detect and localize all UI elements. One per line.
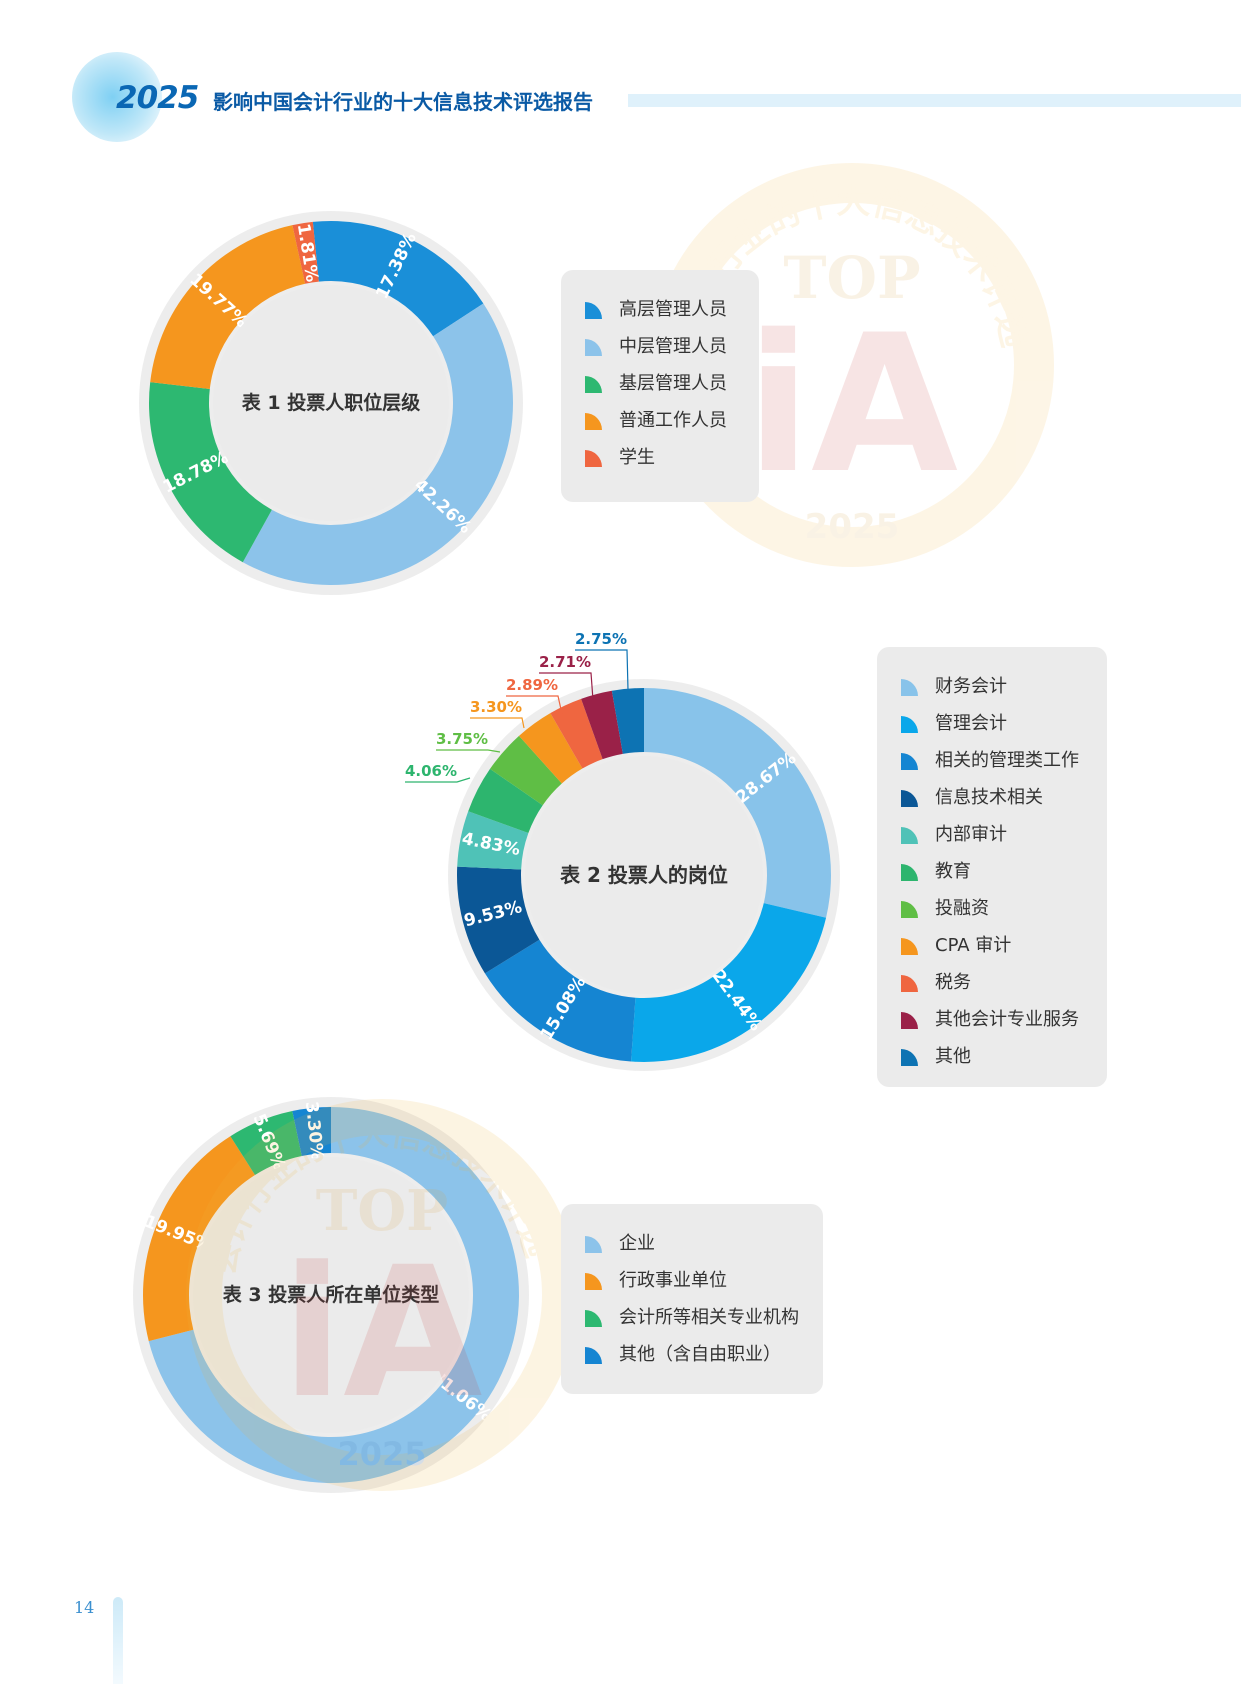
legend-label: 教育 <box>935 861 971 882</box>
legend-label: 税务 <box>935 972 971 993</box>
donut-slice-0-3 <box>150 225 306 390</box>
page-side-bar <box>113 1597 123 1684</box>
legend-label: 管理会计 <box>935 713 1007 734</box>
legend-label: 内部审计 <box>935 824 1007 845</box>
chart-title-0: 表 1 投票人职位层级 <box>242 391 420 414</box>
watermark-top-text: TOP <box>316 1178 449 1244</box>
legend-label: 其他 <box>935 1046 971 1067</box>
donut-center <box>213 285 449 521</box>
data-label-1-10: 2.75% <box>575 630 627 648</box>
legend-swatch <box>585 339 602 356</box>
legend-swatch <box>901 679 918 696</box>
donut-slice-0-0 <box>312 221 484 337</box>
header-logo-circle <box>72 52 162 142</box>
data-label-1-5: 4.06% <box>405 762 457 780</box>
watermark-main-text: iA <box>746 294 958 515</box>
donut-slice-1-3 <box>457 866 540 974</box>
legend-swatch <box>901 790 918 807</box>
callout-line-10 <box>575 649 629 691</box>
donut-chart-job-level: 17.38%42.26%18.78%19.77%1.81%表 1 投票人职位层级 <box>139 211 523 595</box>
donut-slice-1-9 <box>581 690 623 760</box>
legend-label: 信息技术相关 <box>935 787 1043 808</box>
donut-center <box>193 1157 469 1433</box>
legend-label: 行政事业单位 <box>619 1270 727 1291</box>
donut-slice-1-7 <box>519 713 583 784</box>
donut-slice-1-10 <box>611 688 644 754</box>
legend-label: 财务会计 <box>935 676 1007 697</box>
watermark-year-text: 2025 <box>337 1435 426 1473</box>
donut-chart-position: 28.67%22.44%15.08%9.53%4.83%4.06%3.75%3.… <box>405 630 840 1071</box>
legend-swatch <box>901 864 918 881</box>
chart-title-2: 表 3 投票人所在单位类型 <box>223 1283 439 1306</box>
callout-line-7 <box>470 717 525 729</box>
header-title: 影响中国会计行业的十大信息技术评选报告 <box>213 90 593 114</box>
callout-line-5 <box>405 777 471 783</box>
legend-label: 投融资 <box>935 898 989 919</box>
donut-center <box>525 756 763 994</box>
header-year: 2025 <box>116 80 199 116</box>
legend-label: 相关的管理类工作 <box>935 750 1079 771</box>
donut-slice-1-5 <box>468 768 543 834</box>
data-label-1-6: 3.75% <box>436 730 488 748</box>
legend-swatch <box>585 1347 602 1364</box>
legend-swatch <box>585 413 602 430</box>
donut-slice-1-8 <box>550 698 603 769</box>
donut-slice-1-6 <box>490 735 562 806</box>
callout-line-6 <box>436 749 501 753</box>
legend-swatch <box>585 1236 602 1253</box>
legend-label: CPA 审计 <box>935 935 1012 956</box>
legend-swatch <box>585 302 602 319</box>
page-number: 14 <box>74 1598 95 1617</box>
donut-slice-0-2 <box>149 382 272 563</box>
legend-swatch <box>585 1273 602 1290</box>
watermark-lower: 会计行业的十大信息技术评选 TOP iA 2025 <box>186 1099 578 1491</box>
legend-label: 中层管理人员 <box>619 336 727 357</box>
watermark-year-text: 2025 <box>805 507 900 547</box>
legend-organization-type: 企业行政事业单位会计所等相关专业机构 其他（含自由职业） <box>561 1204 823 1394</box>
callout-line-8 <box>506 695 563 715</box>
donut-slice-1-4 <box>457 811 529 870</box>
donut-slice-0-1 <box>242 303 514 585</box>
legend-swatch <box>901 975 918 992</box>
donut-slice-0-4 <box>292 221 319 284</box>
legend-label: 会计所等相关专业机构 <box>619 1307 799 1328</box>
header-line <box>628 94 1241 107</box>
legend-swatch <box>901 753 918 770</box>
legend-label: 其他（含自由职业） <box>619 1344 781 1365</box>
donut-slice-2-3 <box>292 1107 331 1157</box>
donut-slice-2-1 <box>143 1136 255 1342</box>
donut-chart-organization-type: 71.06%19.95%5.69% 3.30%表 3 投票人所在单位类型 <box>133 1097 529 1493</box>
legend-swatch <box>585 376 602 393</box>
donut-slice-1-1 <box>631 903 827 1062</box>
legend-position: 财务会计管理会计相关的管理类工作 信息技术相关 内部审计教育投融资 CPA 审计 税务其… <box>877 647 1107 1087</box>
donut-slice-1-0 <box>644 688 832 918</box>
legend-label: 学生 <box>619 447 655 468</box>
watermark-top-text: TOP <box>783 244 920 312</box>
watermark-main-text: iA <box>281 1229 482 1438</box>
data-label-1-8: 2.89% <box>506 676 558 694</box>
callout-line-9 <box>539 672 594 701</box>
donut-slice-2-2 <box>230 1111 302 1176</box>
legend-swatch <box>901 1049 918 1066</box>
watermark-ring <box>186 1099 578 1491</box>
legend-label: 普通工作人员 <box>619 410 727 431</box>
legend-label: 企业 <box>619 1233 655 1254</box>
data-label-1-7: 3.30% <box>470 698 522 716</box>
legend-label: 高层管理人员 <box>619 299 727 320</box>
legend-swatch <box>901 938 918 955</box>
legend-label: 基层管理人员 <box>619 373 727 394</box>
legend-swatch <box>901 716 918 733</box>
legend-swatch <box>901 1012 918 1029</box>
legend-swatch <box>585 1310 602 1327</box>
donut-slice-1-2 <box>484 939 636 1062</box>
legend-swatch <box>585 450 602 467</box>
chart-title-1: 表 2 投票人的岗位 <box>560 863 728 887</box>
data-label-1-9: 2.71% <box>539 653 591 671</box>
legend-swatch <box>901 827 918 844</box>
legend-label: 其他会计专业服务 <box>935 1009 1079 1030</box>
legend-swatch <box>901 901 918 918</box>
legend-job-level: 高层管理人员 中层管理人员 基层管理人员 普通工作人员 学生 <box>561 270 759 502</box>
